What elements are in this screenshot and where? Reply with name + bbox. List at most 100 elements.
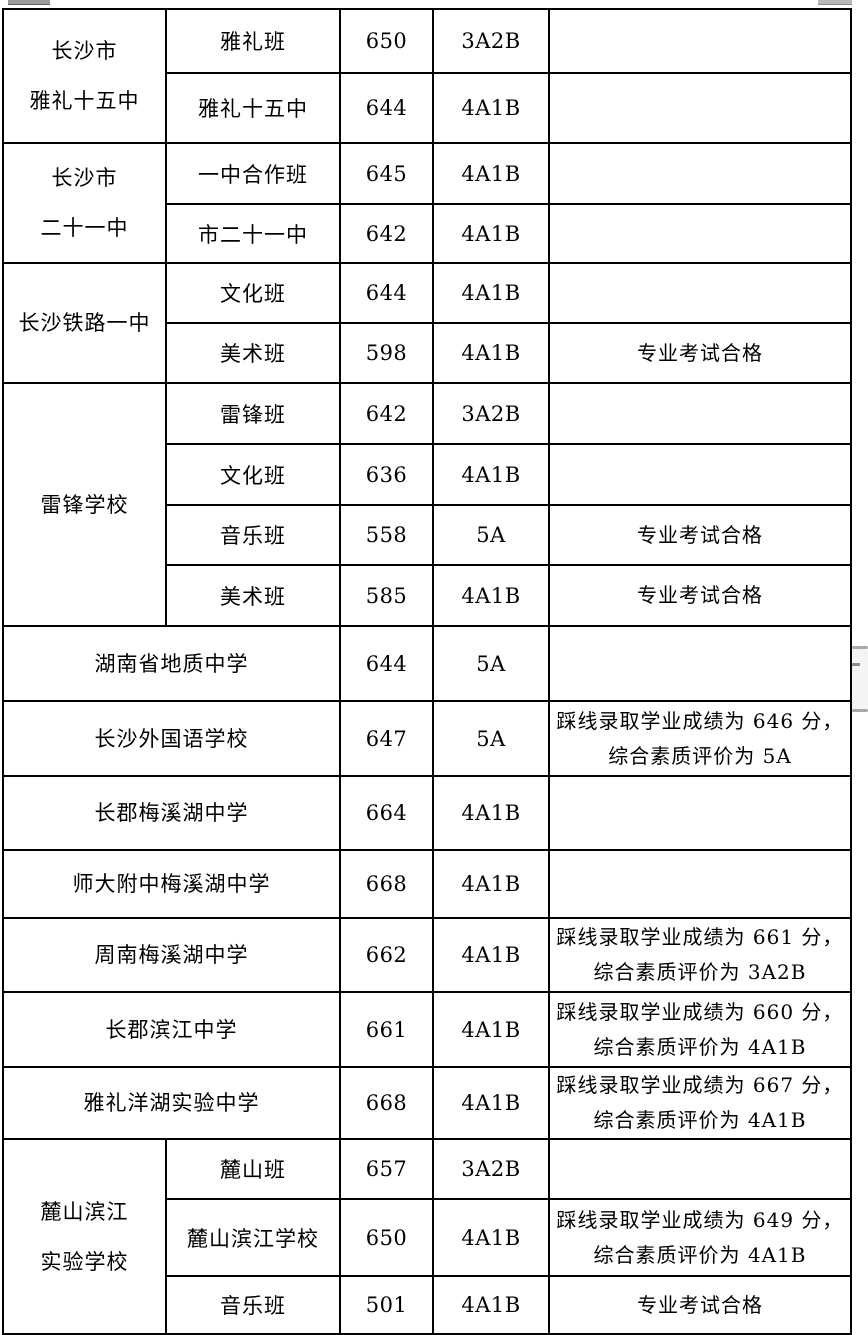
note-cell[interactable]: 踩线录取学业成绩为 646 分， 综合素质评价为 5A xyxy=(548,700,852,777)
window-edge-fragment-right xyxy=(818,0,852,5)
school-name-line: 周南梅溪湖中学 xyxy=(94,943,249,967)
class-cell[interactable]: 美术班 xyxy=(165,322,341,384)
score-cell[interactable]: 664 xyxy=(339,775,434,851)
school-cell[interactable]: 师大附中梅溪湖中学 xyxy=(2,849,341,919)
note-line: 踩线录取学业成绩为 661 分， xyxy=(556,925,844,949)
table-row: 雅礼洋湖实验中学 668 4A1B 踩线录取学业成绩为 667 分， 综合素质评价为 4… xyxy=(2,1066,852,1140)
note-cell[interactable] xyxy=(548,849,852,919)
school-name-line: 长郡滨江中学 xyxy=(105,1017,238,1042)
class-cell[interactable]: 文化班 xyxy=(165,262,341,324)
score-cell[interactable]: 661 xyxy=(339,991,434,1068)
class-cell[interactable]: 雅礼十五中 xyxy=(165,72,341,144)
score-cell[interactable]: 645 xyxy=(339,142,434,205)
grade-cell[interactable]: 4A1B xyxy=(432,443,550,506)
note-cell[interactable] xyxy=(548,625,852,702)
grade-cell[interactable]: 3A2B xyxy=(432,382,550,445)
school-cell[interactable]: 麓山滨江 实验学校 xyxy=(2,1138,167,1335)
grade-cell[interactable]: 5A xyxy=(432,625,550,702)
grade-cell[interactable]: 4A1B xyxy=(432,991,550,1068)
class-cell[interactable]: 雷锋班 xyxy=(165,382,341,445)
grade-cell[interactable]: 4A1B xyxy=(432,262,550,324)
class-cell[interactable]: 一中合作班 xyxy=(165,142,341,205)
grade-cell[interactable]: 3A2B xyxy=(432,8,550,74)
score-cell[interactable]: 642 xyxy=(339,203,434,264)
school-cell[interactable]: 雷锋学校 xyxy=(2,382,167,627)
score-cell[interactable]: 644 xyxy=(339,72,434,144)
grade-cell[interactable]: 3A2B xyxy=(432,1138,550,1200)
score-table[interactable]: 长沙市 雅礼十五中 雅礼班 650 3A2B 雅礼十五中 644 4A1B 长沙市 二十一中 一中合… xyxy=(2,8,852,1335)
grade-cell[interactable]: 4A1B xyxy=(432,1198,550,1277)
score-cell[interactable]: 650 xyxy=(339,8,434,74)
table-row: 雷锋学校 雷锋班 642 3A2B xyxy=(2,382,852,627)
note-cell[interactable] xyxy=(548,1138,852,1200)
note-cell[interactable]: 专业考试合格 xyxy=(548,564,852,627)
school-cell[interactable]: 长郡梅溪湖中学 xyxy=(2,775,341,851)
class-cell[interactable]: 音乐班 xyxy=(165,504,341,566)
table-row: 美术班 585 4A1B 专业考试合格 xyxy=(3,564,852,627)
class-cell[interactable]: 美术班 xyxy=(165,564,341,627)
class-cell[interactable]: 雅礼班 xyxy=(165,8,341,74)
note-cell[interactable] xyxy=(548,443,852,506)
score-cell[interactable]: 642 xyxy=(339,382,434,445)
note-line: 踩线录取学业成绩为 646 分， xyxy=(556,708,844,733)
scrollbar-cap-bottom xyxy=(852,709,868,712)
note-cell[interactable]: 踩线录取学业成绩为 660 分， 综合素质评价为 4A1B xyxy=(548,991,852,1068)
class-cell[interactable]: 麓山滨江学校 xyxy=(165,1198,341,1277)
school-cell[interactable]: 雅礼洋湖实验中学 xyxy=(2,1066,341,1140)
school-cell[interactable]: 长沙市 二十一中 xyxy=(2,142,167,264)
grade-cell[interactable]: 4A1B xyxy=(432,564,550,627)
grade-cell[interactable]: 4A1B xyxy=(432,917,550,993)
school-name-line: 雅礼十五中 xyxy=(29,89,140,113)
grade-cell[interactable]: 4A1B xyxy=(432,1275,550,1335)
score-cell[interactable]: 668 xyxy=(339,1066,434,1140)
note-line: 专业考试合格 xyxy=(637,583,763,607)
score-cell[interactable]: 558 xyxy=(339,504,434,566)
school-cell[interactable]: 长沙外国语学校 xyxy=(2,700,341,777)
note-cell[interactable]: 专业考试合格 xyxy=(548,1275,852,1335)
school-cell[interactable]: 长沙市 雅礼十五中 xyxy=(2,8,167,144)
score-cell[interactable]: 657 xyxy=(339,1138,434,1200)
score-cell[interactable]: 501 xyxy=(339,1275,434,1335)
note-cell[interactable]: 踩线录取学业成绩为 667 分， 综合素质评价为 4A1B xyxy=(548,1066,852,1140)
score-cell[interactable]: 598 xyxy=(339,322,434,384)
grade-cell[interactable]: 4A1B xyxy=(432,775,550,851)
grade-cell[interactable]: 4A1B xyxy=(432,1066,550,1140)
note-cell[interactable] xyxy=(548,262,852,324)
note-cell[interactable]: 踩线录取学业成绩为 649 分， 综合素质评价为 4A1B xyxy=(548,1198,852,1277)
class-cell[interactable]: 文化班 xyxy=(165,443,341,506)
school-cell[interactable]: 长沙铁路一中 xyxy=(2,262,167,384)
grade-cell[interactable]: 4A1B xyxy=(432,322,550,384)
school-cell[interactable]: 湖南省地质中学 xyxy=(2,625,341,702)
grade-cell[interactable]: 5A xyxy=(432,504,550,566)
scrollbar-cap-top xyxy=(852,646,868,649)
note-cell[interactable] xyxy=(548,382,852,445)
grade-cell[interactable]: 5A xyxy=(432,700,550,777)
grade-cell[interactable]: 4A1B xyxy=(432,203,550,264)
score-cell[interactable]: 668 xyxy=(339,849,434,919)
note-cell[interactable] xyxy=(548,203,852,264)
score-cell[interactable]: 650 xyxy=(339,1198,434,1277)
score-cell[interactable]: 662 xyxy=(339,917,434,993)
note-cell[interactable] xyxy=(548,72,852,144)
note-cell[interactable] xyxy=(548,8,852,74)
school-cell[interactable]: 长郡滨江中学 xyxy=(2,991,341,1068)
grade-cell[interactable]: 4A1B xyxy=(432,142,550,205)
score-cell[interactable]: 585 xyxy=(339,564,434,627)
note-cell[interactable]: 踩线录取学业成绩为 661 分， 综合素质评价为 3A2B xyxy=(548,917,852,993)
score-cell[interactable]: 644 xyxy=(339,262,434,324)
note-cell[interactable]: 专业考试合格 xyxy=(548,504,852,566)
grade-cell[interactable]: 4A1B xyxy=(432,849,550,919)
table-row: 长郡滨江中学 661 4A1B 踩线录取学业成绩为 660 分， 综合素质评价为 4A1… xyxy=(2,991,852,1068)
grade-cell[interactable]: 4A1B xyxy=(432,72,550,144)
school-cell[interactable]: 周南梅溪湖中学 xyxy=(2,917,341,993)
class-cell[interactable]: 音乐班 xyxy=(165,1275,341,1335)
class-cell[interactable]: 麓山班 xyxy=(165,1138,341,1200)
score-cell[interactable]: 647 xyxy=(339,700,434,777)
note-cell[interactable] xyxy=(548,142,852,205)
note-cell[interactable] xyxy=(548,775,852,851)
note-cell[interactable]: 专业考试合格 xyxy=(548,322,852,384)
class-cell[interactable]: 市二十一中 xyxy=(165,203,341,264)
score-cell[interactable]: 636 xyxy=(339,443,434,506)
vertical-scrollbar-fragment[interactable] xyxy=(851,646,868,712)
score-cell[interactable]: 644 xyxy=(339,625,434,702)
